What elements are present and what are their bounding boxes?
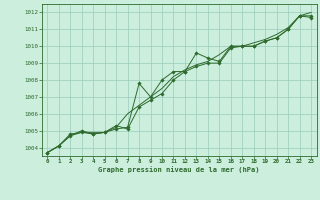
X-axis label: Graphe pression niveau de la mer (hPa): Graphe pression niveau de la mer (hPa) xyxy=(99,166,260,173)
